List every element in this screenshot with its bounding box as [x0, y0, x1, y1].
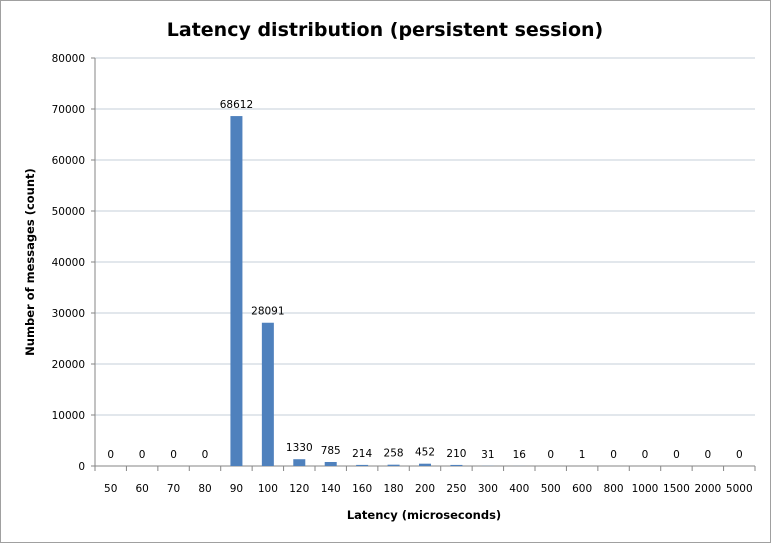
data-label-400: 16: [513, 449, 527, 461]
x-tick-label-2000: 2000: [694, 483, 721, 495]
x-tick-label-160: 160: [352, 483, 372, 495]
data-labels: 0 0 0 0 68612 28091 1330 785 214 258 452 210 31 16 0 1 0…: [107, 99, 742, 461]
x-tick-label-600: 600: [572, 483, 592, 495]
y-tick-label: 40000: [52, 257, 85, 269]
data-label-800: 0: [610, 449, 617, 461]
y-tick-labels: 0 10000 20000 30000 40000 50000 60000 70000 8000…: [52, 53, 85, 473]
data-label-300: 31: [481, 449, 494, 461]
data-label-5000: 0: [736, 449, 743, 461]
y-tick-label: 20000: [52, 359, 85, 371]
x-tick-label-70: 70: [167, 483, 180, 495]
bar-180: [387, 464, 400, 466]
bar-90: [230, 116, 243, 466]
data-label-600: 1: [579, 449, 586, 461]
y-tick-label: 50000: [52, 206, 85, 218]
x-tick-label-100: 100: [258, 483, 278, 495]
x-tick-label-200: 200: [415, 483, 435, 495]
x-tick-label-250: 250: [446, 483, 466, 495]
x-tick-label-140: 140: [321, 483, 341, 495]
x-tick-label-800: 800: [604, 483, 624, 495]
bar-160: [356, 464, 369, 466]
x-tick-label-300: 300: [478, 483, 498, 495]
x-tick-label-120: 120: [289, 483, 309, 495]
data-label-100: 28091: [251, 306, 284, 318]
x-tick-label-1500: 1500: [663, 483, 690, 495]
y-tick-label: 30000: [52, 308, 85, 320]
bars: [230, 116, 589, 466]
data-label-180: 258: [384, 448, 404, 460]
x-tick-label-500: 500: [541, 483, 561, 495]
x-tick-label-60: 60: [135, 483, 148, 495]
x-axis-title: Latency (microseconds): [347, 508, 501, 522]
data-label-50: 0: [107, 449, 114, 461]
data-label-1500: 0: [673, 449, 680, 461]
y-tick-label: 70000: [52, 104, 85, 116]
data-label-140: 785: [321, 445, 341, 457]
y-tick-label: 60000: [52, 155, 85, 167]
chart-title: Latency distribution (persistent session…: [167, 19, 603, 41]
gridlines: [95, 57, 755, 416]
x-tick-label-90: 90: [230, 483, 243, 495]
x-tick-label-80: 80: [198, 483, 211, 495]
data-label-70: 0: [170, 449, 177, 461]
data-label-250: 210: [446, 448, 466, 460]
bar-140: [324, 461, 337, 466]
x-tick-label-1000: 1000: [632, 483, 659, 495]
data-label-160: 214: [352, 448, 372, 460]
y-axis-title: Number of messages (count): [23, 168, 37, 356]
data-label-90: 68612: [220, 99, 253, 111]
axes: [91, 57, 756, 471]
y-tick-label: 0: [78, 461, 85, 473]
x-tick-label-180: 180: [384, 483, 404, 495]
bar-100: [261, 322, 274, 466]
x-tick-label-400: 400: [509, 483, 529, 495]
bar-250: [450, 464, 463, 466]
data-label-2000: 0: [705, 449, 712, 461]
x-tick-label-50: 50: [104, 483, 117, 495]
y-tick-label: 10000: [52, 410, 85, 422]
bar-120: [293, 459, 306, 466]
x-tick-labels: 50 60 70 80 90 100 120 140 160 180 200 250 300 400 500…: [104, 483, 753, 495]
y-tick-label: 80000: [52, 53, 85, 65]
data-label-60: 0: [139, 449, 146, 461]
bar-200: [419, 463, 431, 466]
data-label-80: 0: [202, 449, 209, 461]
data-label-120: 1330: [286, 442, 313, 454]
data-label-1000: 0: [642, 449, 649, 461]
x-tick-label-5000: 5000: [726, 483, 753, 495]
data-label-500: 0: [547, 449, 554, 461]
data-label-200: 452: [415, 447, 435, 459]
